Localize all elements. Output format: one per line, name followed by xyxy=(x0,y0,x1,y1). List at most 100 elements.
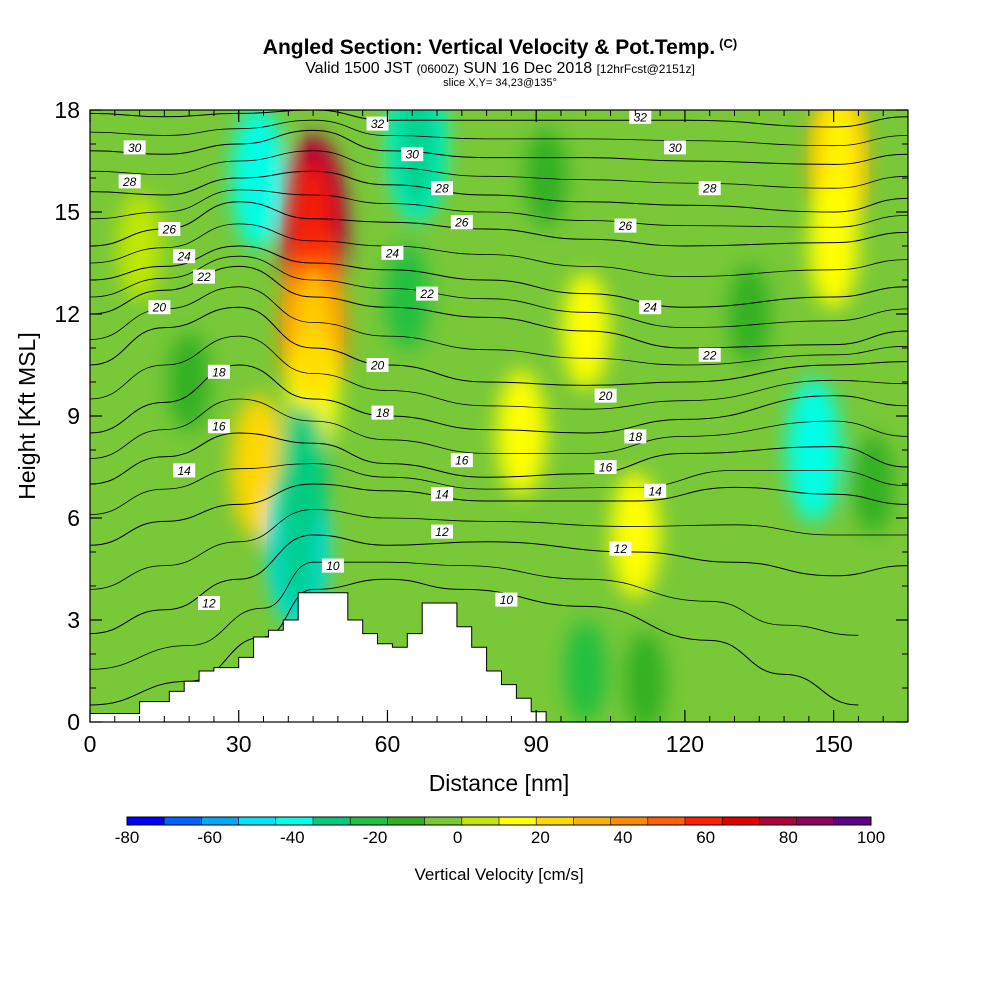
colorbar-swatch-2 xyxy=(201,817,240,825)
contour-label-extra-13: 24 xyxy=(385,246,400,260)
contour-label-30: 30 xyxy=(128,141,142,155)
contour-label-10: 10 xyxy=(326,559,340,573)
velocity-cell-11 xyxy=(610,472,660,598)
contour-label-28-bg xyxy=(118,174,141,189)
colorbar-label: Vertical Velocity [cm/s] xyxy=(414,865,583,884)
colorbar-swatch-10 xyxy=(499,817,537,825)
velocity-core-5 xyxy=(276,475,321,616)
contour-label-22: 22 xyxy=(196,270,211,284)
slice-info: slice X,Y= 34,23@135° xyxy=(443,77,557,89)
contour-label-extra-2: 12 xyxy=(614,542,628,556)
contour-label-extra-12: 22 xyxy=(702,348,717,362)
y-tick-label-0: 0 xyxy=(67,709,80,735)
contour-label-30-bg xyxy=(123,140,146,155)
theta-contour-20 xyxy=(90,306,908,386)
colorbar-tick-0: -80 xyxy=(115,828,140,847)
theta-contour-16 xyxy=(90,432,908,485)
contour-label-extra-21-bg xyxy=(629,109,652,124)
colorbar-swatch-14 xyxy=(647,817,686,825)
contour-label-extra-20-bg xyxy=(663,140,686,155)
theta-contour-24 xyxy=(90,245,908,308)
contour-label-extra-6-bg xyxy=(594,460,617,474)
theta-contour-minor-5 xyxy=(90,286,908,366)
y-tick-label-18: 18 xyxy=(54,97,80,123)
theta-contours xyxy=(90,110,908,706)
contour-label-14-bg xyxy=(173,463,196,478)
contour-label-extra-13-bg xyxy=(381,245,404,260)
colorbar-tick-8: 80 xyxy=(779,828,798,847)
y-tick-label-6: 6 xyxy=(67,505,80,531)
velocity-core-1 xyxy=(291,261,336,401)
contour-label-extra-15-bg xyxy=(450,215,473,230)
terrain-mask xyxy=(89,592,547,723)
theta-contour-minor-8 xyxy=(90,189,908,228)
contour-label-extra-2-bg xyxy=(609,541,632,556)
y-tick-label-15: 15 xyxy=(54,199,80,225)
contour-label-28: 28 xyxy=(122,175,137,189)
theta-contour-minor-4 xyxy=(90,335,908,410)
contour-label-12-bg xyxy=(197,596,220,610)
contour-label-extra-6: 16 xyxy=(599,461,613,475)
y-tick-label-12: 12 xyxy=(54,301,80,327)
colorbar-swatch-7 xyxy=(387,817,426,825)
contour-label-10-bg xyxy=(321,558,344,573)
x-axis-label: Distance [nm] xyxy=(429,770,570,796)
theta-contour-10 xyxy=(90,578,859,706)
x-tick-label-120: 120 xyxy=(666,731,704,757)
contour-label-extra-3: 14 xyxy=(435,488,449,502)
velocity-cell-9 xyxy=(496,370,546,496)
theta-contour-minor-10 xyxy=(90,119,908,147)
terrain xyxy=(89,592,547,723)
contour-label-extra-19: 30 xyxy=(406,148,420,162)
colorbar-swatch-9 xyxy=(461,817,500,825)
contour-label-extra-9: 20 xyxy=(370,359,385,373)
velocity-cell-17 xyxy=(168,332,210,432)
velocity-cell-18 xyxy=(117,192,162,300)
velocity-cell-21 xyxy=(852,434,894,534)
theta-contour-minor-3 xyxy=(90,398,908,459)
contour-label-32-bg xyxy=(366,116,389,131)
contour-label-extra-7-bg xyxy=(371,405,394,420)
contour-label-extra-17-bg xyxy=(430,181,453,196)
colorbar-tick-9: 100 xyxy=(857,828,885,847)
velocity-cell-13 xyxy=(786,377,842,523)
colorbar-swatch-6 xyxy=(350,817,388,825)
contour-label-20-bg xyxy=(148,300,171,315)
contour-label-extra-19-bg xyxy=(401,147,424,162)
contour-label-extra-16: 26 xyxy=(618,219,633,233)
colorbar-tick-2: -40 xyxy=(280,828,305,847)
theta-contour-14 xyxy=(90,483,908,546)
velocity-cell-12 xyxy=(525,128,567,228)
contour-label-14: 14 xyxy=(178,464,192,478)
colorbar-tick-1: -60 xyxy=(197,828,222,847)
contour-label-extra-7: 18 xyxy=(376,406,390,420)
colorbar-swatch-12 xyxy=(573,817,612,825)
velocity-core-0 xyxy=(291,159,336,299)
colorbar-swatch-16 xyxy=(722,817,760,825)
velocity-cell-19 xyxy=(564,620,607,722)
colorbar: -80 -60 -40 -20 0 20 40 60 80 100 xyxy=(115,816,885,847)
colorbar-swatch-8 xyxy=(424,817,463,825)
contour-label-extra-3-bg xyxy=(430,487,453,502)
theta-contour-minor-6 xyxy=(90,255,908,329)
y-tick-label-9: 9 xyxy=(67,403,80,429)
contour-label-extra-20: 30 xyxy=(668,141,682,155)
contour-label-extra-9-bg xyxy=(366,358,389,372)
contour-label-extra-14-bg xyxy=(639,300,662,315)
velocity-cell-3 xyxy=(231,394,286,540)
contour-label-extra-11: 22 xyxy=(419,287,434,301)
colorbar-swatch-15 xyxy=(685,817,723,825)
contour-label-extra-0-bg xyxy=(495,592,518,607)
contour-label-16-bg xyxy=(207,419,230,434)
contour-label-extra-5: 16 xyxy=(455,454,469,468)
contour-label-16: 16 xyxy=(212,420,226,434)
x-tick-label-150: 150 xyxy=(814,731,852,757)
contour-label-extra-21: 32 xyxy=(634,110,648,124)
colorbar-tick-3: -20 xyxy=(363,828,388,847)
theta-contour-18 xyxy=(90,364,908,434)
contour-label-extra-8-bg xyxy=(624,429,647,444)
colorbar-tick-5: 20 xyxy=(531,828,550,847)
contour-label-extra-18: 28 xyxy=(702,182,717,196)
